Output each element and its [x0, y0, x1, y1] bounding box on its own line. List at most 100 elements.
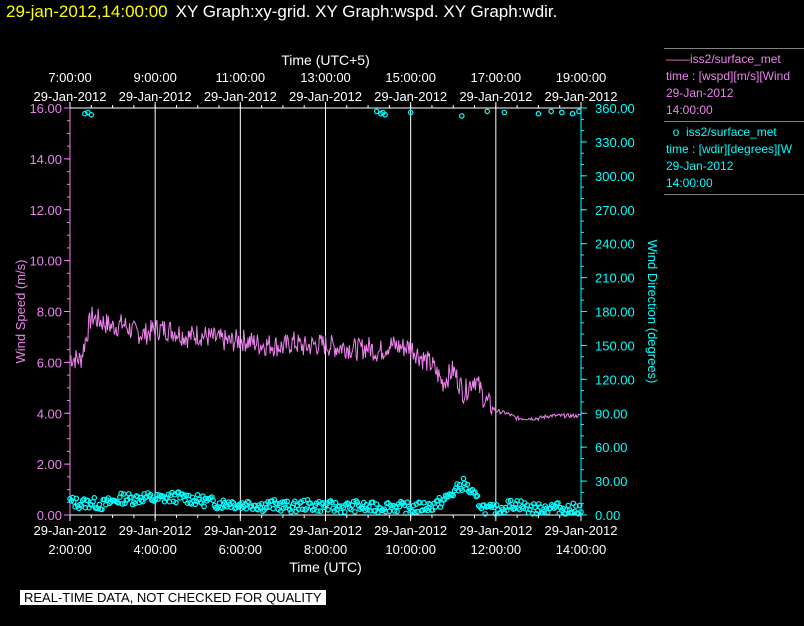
wind-direction-point: [578, 509, 584, 515]
wind-direction-point: [128, 494, 135, 500]
wind-direction-point: [99, 506, 105, 513]
legend-series-name: iss2/surface_met: [686, 125, 777, 139]
wind-direction-point: [194, 491, 201, 498]
y-right-tick-label: 240.00: [595, 237, 635, 252]
wind-direction-point: [230, 500, 237, 506]
legend-series-name: iss2/surface_met: [690, 52, 781, 66]
wind-direction-point: [85, 497, 91, 504]
wind-direction-point: [291, 498, 298, 505]
top-tick-label-time: 13:00:00: [300, 70, 351, 85]
wind-direction-point: [352, 508, 358, 515]
timestamp: 29-jan-2012,14:00:00: [6, 2, 168, 21]
y-right-tick-label: 180.00: [595, 305, 635, 320]
quality-note: REAL-TIME DATA, NOT CHECKED FOR QUALITY: [20, 590, 326, 605]
wind-direction-point: [394, 508, 400, 515]
wind-direction-point-wrap: [382, 112, 388, 118]
x-tick-label-time: 10:00:00: [385, 542, 436, 557]
wind-direction-point: [507, 497, 514, 504]
wind-direction-point: [131, 499, 137, 506]
x-tick-label-time: 8:00:00: [304, 542, 347, 557]
y-right-tick-label: 90.00: [595, 406, 628, 421]
wind-direction-point: [183, 492, 190, 499]
y-right-tick-label: 270.00: [595, 203, 635, 218]
y-right-tick-label: 360.00: [595, 101, 635, 116]
legend-series-time: 14:00:00: [666, 176, 713, 190]
wind-direction-point: [570, 500, 577, 507]
legend-series-desc: time : [wdir][degrees][W: [666, 142, 793, 156]
y-right-tick-label: 330.00: [595, 135, 635, 150]
wind-direction-point: [270, 505, 276, 512]
wind-direction-point: [274, 501, 280, 507]
wind-direction-point: [317, 508, 324, 515]
legend-series-desc: time : [wspd][m/s][Wind: [666, 69, 791, 83]
wind-direction-point: [421, 499, 427, 506]
wind-direction-point-wrap: [458, 113, 465, 119]
wind-direction-point: [288, 509, 294, 515]
x-tick-label-date: 29-Jan-2012: [289, 523, 362, 538]
wind-direction-point: [390, 502, 397, 509]
wind-direction-point: [268, 498, 275, 504]
top-tick-label-time: 7:00:00: [48, 70, 91, 85]
wind-direction-point: [279, 499, 285, 505]
wind-direction-point-wrap: [535, 110, 542, 117]
top-tick-label-date: 29-Jan-2012: [204, 89, 277, 104]
y-right-tick-label: 150.00: [595, 338, 635, 353]
wind-direction-point-wrap: [484, 108, 491, 115]
wind-direction-point: [461, 480, 468, 487]
x-tick-label-time: 12:00:00: [471, 542, 522, 557]
y-left-tick-label: 0.00: [37, 508, 62, 523]
y-left-tick-label: 2.00: [37, 457, 62, 472]
wind-direction-point: [280, 505, 287, 512]
wind-direction-point: [71, 499, 77, 505]
wind-direction-point-wrap: [407, 109, 414, 116]
y-right-axis-label: Wind Direction (degrees): [645, 240, 660, 384]
wind-direction-point: [576, 502, 583, 509]
wind-direction-point: [409, 508, 416, 515]
wind-direction-point: [146, 493, 153, 499]
wind-direction-point: [454, 481, 460, 487]
top-tick-label-date: 29-Jan-2012: [289, 89, 362, 104]
wind-direction-point: [555, 500, 561, 506]
wind-direction-point: [551, 505, 558, 512]
y-left-tick-label: 12.00: [29, 203, 62, 218]
wind-direction-point: [535, 501, 542, 507]
wind-direction-point: [474, 492, 481, 499]
wind-direction-point: [303, 506, 310, 512]
wind-direction-point: [493, 502, 500, 508]
wind-direction-point: [386, 508, 393, 515]
y-left-tick-label: 16.00: [29, 101, 62, 116]
wind-direction-point: [343, 501, 349, 508]
wind-direction-point: [334, 506, 340, 513]
wind-direction-point: [192, 501, 199, 508]
top-tick-label-time: 9:00:00: [133, 70, 176, 85]
x-tick-label-date: 29-Jan-2012: [545, 523, 618, 538]
legend-series-time: 14:00:00: [666, 103, 713, 117]
wind-direction-point: [396, 503, 403, 510]
top-tick-label-date: 29-Jan-2012: [119, 89, 192, 104]
wind-direction-point: [327, 498, 334, 504]
wind-direction-point: [460, 475, 467, 482]
legend-entry-direction[interactable]: o iss2/surface_met time : [wdir][degrees…: [664, 124, 804, 192]
wind-direction-point-wrap: [569, 110, 576, 117]
wind-direction-point-wrap: [82, 110, 88, 117]
wind-direction-point: [297, 500, 303, 506]
wind-direction-point: [119, 501, 126, 507]
wind-direction-point: [260, 508, 266, 515]
y-left-tick-label: 10.00: [29, 254, 62, 269]
wind-direction-point: [201, 503, 207, 510]
wind-direction-point: [341, 509, 348, 515]
graph-titles: XY Graph:xy-grid. XY Graph:wspd. XY Grap…: [175, 2, 558, 21]
wind-direction-point: [358, 504, 365, 511]
wind-direction-point: [210, 497, 216, 504]
y-right-tick-label: 0.00: [595, 508, 620, 523]
wind-direction-point: [482, 511, 489, 517]
wind-direction-point-wrap: [373, 108, 380, 115]
top-tick-label-time: 11:00:00: [216, 70, 266, 85]
y-left-tick-label: 14.00: [29, 152, 62, 167]
y-right-tick-label: 210.00: [595, 271, 635, 286]
wind-direction-point: [281, 498, 288, 505]
wind-direction-point: [565, 502, 572, 509]
legend-entry-speed[interactable]: ——iss2/surface_met time : [wspd][m/s][Wi…: [664, 51, 804, 119]
y-left-axis-label: Wind Speed (m/s): [13, 259, 28, 363]
